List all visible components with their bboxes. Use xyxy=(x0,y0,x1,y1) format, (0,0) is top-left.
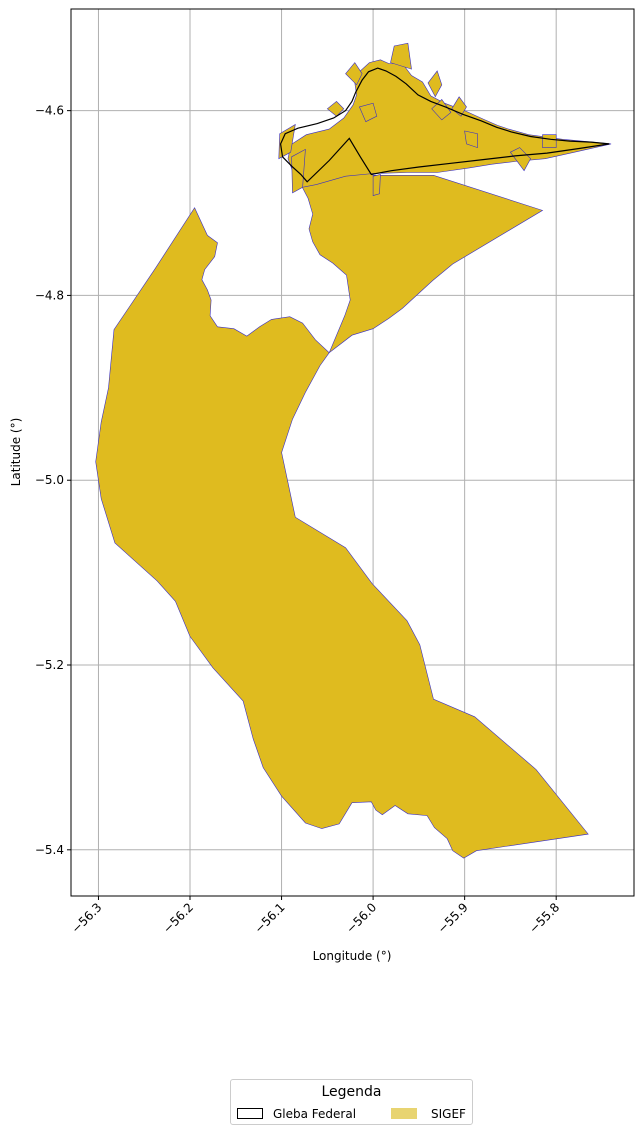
map-plot-area xyxy=(95,42,612,859)
legend-label: Gleba Federal xyxy=(273,1107,357,1121)
sigef-small-parcel xyxy=(291,148,306,194)
legend-swatch-outline xyxy=(237,1108,263,1119)
y-axis-label: Latitude (°) xyxy=(9,418,23,487)
y-tick-label: −5.2 xyxy=(35,658,64,672)
legend-label: SIGEF xyxy=(431,1107,466,1121)
y-tick-label: −4.8 xyxy=(35,288,64,302)
legend: Legenda Gleba Federal SIGEF xyxy=(230,1079,473,1125)
sigef-small-parcel xyxy=(358,102,378,123)
legend-title: Legenda xyxy=(321,1084,382,1100)
y-tick-label: −5.4 xyxy=(35,843,64,857)
x-axis-label: Longitude (°) xyxy=(313,949,392,963)
axes-frame xyxy=(70,8,635,897)
sigef-small-parcel xyxy=(390,42,412,70)
sigef-small-parcel xyxy=(464,130,478,149)
sigef-small-parcel xyxy=(542,134,557,148)
sigef-small-parcel xyxy=(326,100,345,117)
sigef-small-parcel xyxy=(278,123,296,160)
sigef-main-parcel xyxy=(95,166,589,859)
sigef-small-parcel xyxy=(427,70,443,98)
sigef-small-parcel xyxy=(509,147,531,172)
sigef-small-parcel xyxy=(372,174,381,196)
sigef-small-parcel xyxy=(345,62,363,86)
legend-swatch-fill xyxy=(391,1108,417,1119)
y-tick-label: −4.6 xyxy=(35,104,64,118)
sigef-small-parcel xyxy=(431,99,452,121)
gleba-federal-outline xyxy=(279,67,610,183)
y-tick-label: −5.0 xyxy=(35,473,64,487)
